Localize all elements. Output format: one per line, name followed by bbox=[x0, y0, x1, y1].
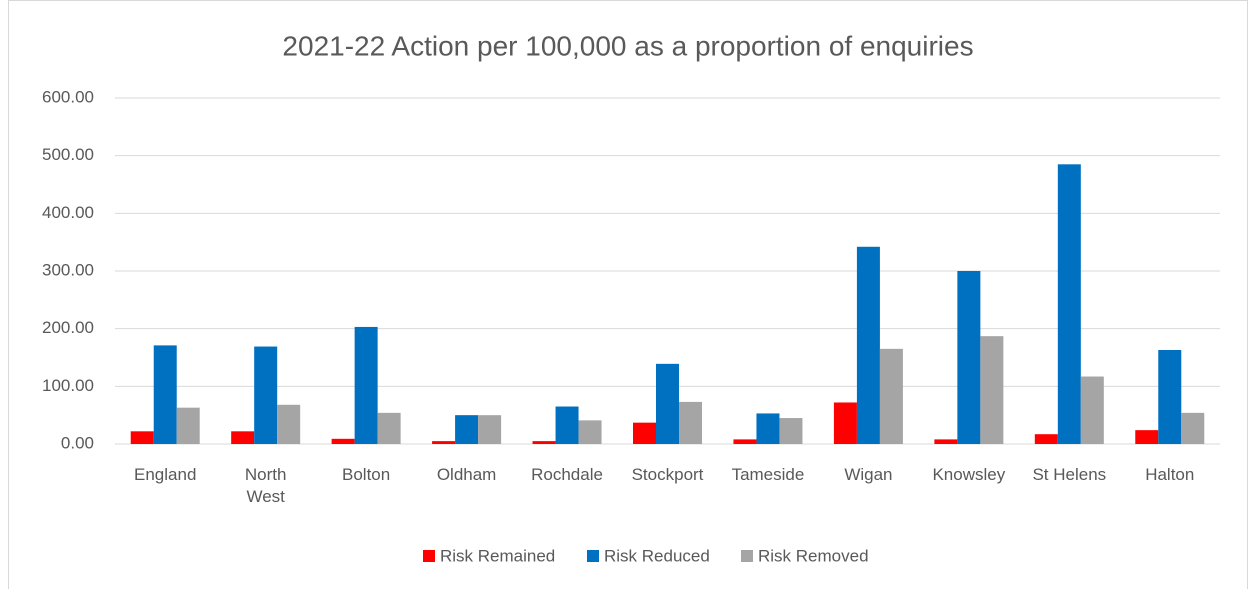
bar bbox=[957, 271, 981, 444]
legend-label: Risk Remained bbox=[440, 546, 555, 565]
bar bbox=[176, 407, 200, 444]
bar bbox=[578, 420, 602, 444]
legend-swatch bbox=[587, 550, 599, 562]
bar bbox=[833, 402, 857, 444]
x-tick-label: Halton bbox=[1145, 465, 1195, 484]
y-tick-label: 100.00 bbox=[42, 376, 94, 395]
x-tick-label: Knowsley bbox=[932, 465, 1006, 484]
bar bbox=[130, 431, 154, 444]
bar bbox=[1181, 412, 1205, 444]
bar bbox=[432, 441, 456, 444]
bar bbox=[679, 401, 702, 444]
y-tick-label: 0.00 bbox=[61, 433, 94, 452]
bar bbox=[779, 418, 803, 444]
bar bbox=[656, 363, 679, 444]
x-tick-label: Oldham bbox=[436, 465, 497, 484]
bar bbox=[1057, 164, 1081, 445]
x-tick-label: Bolton bbox=[342, 465, 391, 484]
x-tick-label: Tameside bbox=[731, 465, 805, 484]
bar bbox=[231, 431, 255, 444]
bar bbox=[980, 336, 1004, 444]
bar bbox=[856, 246, 880, 444]
bar bbox=[633, 422, 656, 444]
x-tick-label: St Helens bbox=[1032, 465, 1107, 484]
legend-label: Risk Reduced bbox=[604, 546, 710, 565]
bar bbox=[455, 415, 479, 444]
x-tick-label: Stockport bbox=[631, 465, 704, 484]
x-tick-label: North West bbox=[244, 465, 287, 506]
bar bbox=[1034, 434, 1058, 444]
bar bbox=[377, 412, 401, 444]
bar bbox=[478, 415, 502, 444]
y-tick-label: 600.00 bbox=[42, 87, 94, 106]
chart-title: 2021-22 Action per 100,000 as a proporti… bbox=[282, 30, 973, 61]
bar bbox=[354, 326, 378, 444]
bar bbox=[1135, 430, 1159, 444]
y-tick-label: 200.00 bbox=[42, 318, 94, 337]
bar bbox=[254, 346, 278, 444]
bar bbox=[153, 345, 177, 444]
x-tick-label: Rochdale bbox=[531, 465, 603, 484]
bar bbox=[532, 441, 556, 444]
y-tick-label: 400.00 bbox=[42, 203, 94, 222]
bar bbox=[756, 413, 780, 444]
legend-label: Risk Removed bbox=[758, 546, 869, 565]
x-tick-label: England bbox=[134, 465, 197, 484]
bar bbox=[277, 404, 301, 444]
y-tick-label: 300.00 bbox=[42, 260, 94, 279]
legend-swatch bbox=[423, 550, 435, 562]
legend-swatch bbox=[741, 550, 753, 562]
bar bbox=[879, 348, 903, 444]
x-tick-label: Wigan bbox=[844, 465, 893, 484]
bar bbox=[1080, 376, 1104, 444]
bar bbox=[733, 439, 757, 444]
y-tick-label: 500.00 bbox=[42, 145, 94, 164]
bar bbox=[555, 406, 579, 444]
bar bbox=[1158, 350, 1182, 444]
bar bbox=[934, 439, 958, 444]
bar bbox=[331, 438, 355, 444]
